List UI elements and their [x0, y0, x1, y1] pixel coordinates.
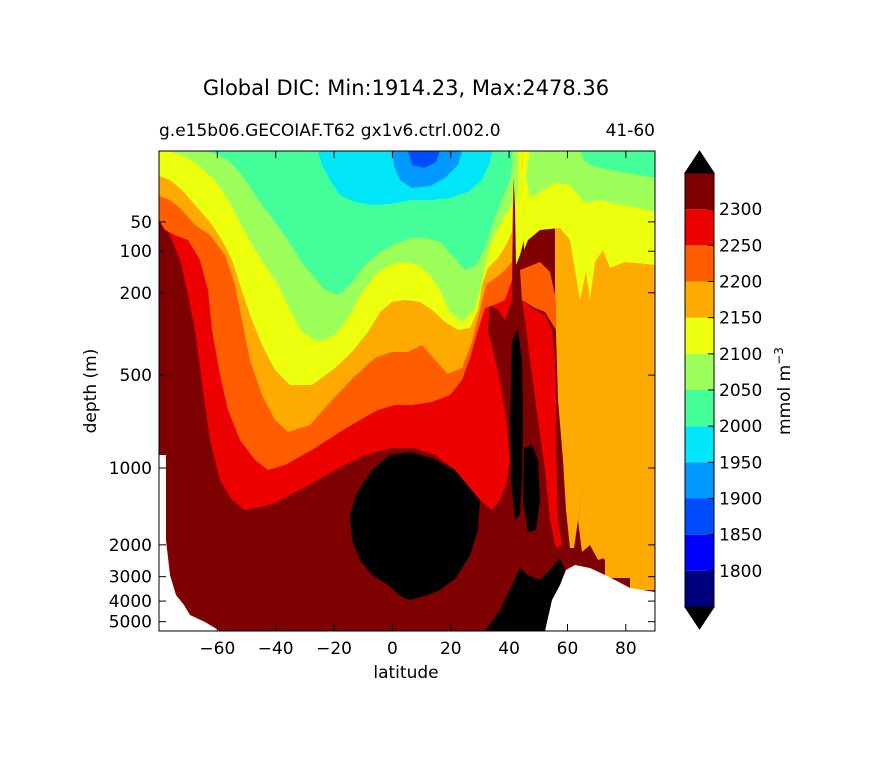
band-2100-strip — [512, 151, 518, 205]
colorbar: 1800 1850 1900 1950 2000 2050 2100 2150 2200 2250… — [684, 150, 762, 630]
contour-field — [159, 151, 655, 631]
colorbar-tick-label: 2000 — [719, 417, 762, 437]
x-tick-label: 60 — [557, 639, 579, 659]
colorbar-swatch — [685, 498, 714, 535]
plot-frame — [158, 150, 656, 632]
x-axis: −60 −40 −20 0 20 40 60 80 — [199, 151, 637, 659]
colorbar-tick-label: 2300 — [719, 200, 762, 220]
y-tick-label: 1000 — [109, 459, 152, 479]
chart-subtitle-years: 41-60 — [605, 121, 655, 141]
x-tick-label: 20 — [440, 639, 462, 659]
band-2200-north-core — [520, 262, 556, 330]
band-2200-nordic — [578, 492, 604, 560]
colorbar-swatch — [685, 570, 714, 607]
colorbar-tick-label: 2100 — [719, 345, 762, 365]
band-over-pacific — [350, 452, 480, 600]
chart-title: Global DIC: Min:1914.23, Max:2478.36 — [202, 76, 610, 100]
band-1900 — [392, 151, 462, 188]
y-tick-label: 500 — [120, 366, 152, 386]
chart-subtitle-case: g.e15b06.GECOIAF.T62 gx1v6.ctrl.002.0 — [159, 121, 501, 141]
colorbar-tick-label: 1950 — [719, 453, 762, 473]
colorbar-label-unit: mmol m — [775, 365, 795, 435]
colorbar-swatch — [685, 426, 714, 463]
mask-land-south — [159, 455, 220, 631]
x-axis-label: latitude — [373, 663, 438, 683]
band-over-north-floor — [485, 558, 565, 631]
x-tick-label: −40 — [258, 639, 294, 659]
x-tick-label: −60 — [199, 639, 235, 659]
y-axis-label: depth (m) — [81, 349, 101, 434]
colorbar-tick-label: 2050 — [719, 381, 762, 401]
colorbar-tick-label: 2250 — [719, 236, 762, 256]
colorbar-label: mmol m−3 — [772, 347, 795, 435]
x-tick-label: 0 — [387, 639, 398, 659]
band-over-north-column — [510, 330, 523, 520]
colorbar-extend-top — [684, 150, 715, 174]
colorbar-swatch — [685, 173, 714, 210]
colorbar-swatch — [685, 245, 714, 282]
band-1850 — [408, 151, 440, 168]
mask-land-north — [545, 565, 655, 631]
x-tick-label: 40 — [498, 639, 520, 659]
band-2250-north-core — [522, 300, 562, 548]
x-tick-label: −20 — [316, 639, 352, 659]
colorbar-tick-label: 2200 — [719, 273, 762, 293]
colorbar-tick-label: 1850 — [719, 526, 762, 546]
y-tick-label: 5000 — [109, 613, 152, 633]
y-tick-label: 200 — [120, 284, 152, 304]
colorbar-swatch — [685, 462, 714, 499]
band-over-north-lobe — [523, 445, 540, 532]
colorbar-swatch — [685, 534, 714, 571]
band-2050-north — [580, 151, 655, 178]
y-tick-label: 4000 — [109, 592, 152, 612]
colorbar-swatch — [685, 281, 714, 318]
colorbar-label-exponent: −3 — [772, 347, 786, 365]
colorbar-tick-label: 1800 — [719, 562, 762, 582]
colorbar-tick-label: 1900 — [719, 490, 762, 510]
colorbar-tick-label: 2150 — [719, 309, 762, 329]
y-tick-label: 50 — [130, 213, 152, 233]
y-tick-label: 100 — [120, 242, 152, 262]
colorbar-extend-bottom — [684, 606, 715, 630]
y-tick-label: 3000 — [109, 568, 152, 588]
colorbar-swatch — [685, 317, 714, 354]
colorbar-swatch — [685, 209, 714, 246]
colorbar-swatch — [685, 353, 714, 390]
x-tick-label: 80 — [615, 639, 637, 659]
colorbar-swatch — [685, 390, 714, 427]
y-tick-label: 2000 — [109, 536, 152, 556]
